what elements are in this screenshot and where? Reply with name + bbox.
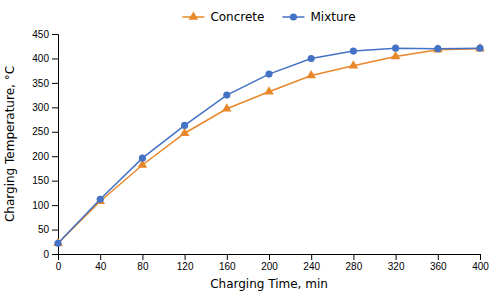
- marker: [433, 44, 443, 52]
- chart: 0 40 80 120 160 200 240 280 320 360 400 0 50 100 150 20…: [0, 0, 500, 296]
- x-axis-title: Charging Time, min: [210, 277, 328, 291]
- tick-mark: [438, 254, 439, 260]
- tick-mark: [52, 58, 58, 59]
- axis-line: [59, 255, 481, 261]
- tick: 400: [32, 53, 58, 64]
- marker: [265, 71, 272, 78]
- tick-label: 0: [56, 261, 62, 272]
- legend-item: Mixture: [282, 10, 355, 24]
- tick-mark: [480, 254, 481, 260]
- tick: 150: [32, 175, 58, 186]
- x-axis: 0 40 80 120 160 200 240 280 320 360 400: [56, 254, 490, 272]
- tick-label: 360: [430, 261, 447, 272]
- marker: [223, 92, 230, 99]
- tick: 80: [137, 254, 149, 272]
- tick-mark: [52, 34, 58, 35]
- tick-mark: [311, 254, 312, 260]
- plot-area: 0 40 80 120 160 200 240 280 320 360 400 0 50 100 150 20…: [32, 29, 489, 272]
- series-line: [58, 48, 480, 243]
- tick-label: 350: [32, 78, 49, 89]
- tick-mark: [100, 254, 101, 260]
- tick: 300: [32, 102, 58, 113]
- tick: 240: [303, 254, 320, 272]
- marker: [475, 43, 485, 51]
- tick: 120: [177, 254, 194, 272]
- tick: 280: [346, 254, 363, 272]
- tick-label: 150: [32, 175, 49, 186]
- tick: 350: [32, 78, 58, 89]
- tick-label: 400: [32, 53, 49, 64]
- tick-mark: [52, 107, 58, 108]
- legend-item: Concrete: [182, 10, 264, 24]
- marker: [97, 196, 104, 203]
- tick-mark: [269, 254, 270, 260]
- tick: 320: [388, 254, 405, 272]
- marker: [306, 70, 316, 78]
- tick-label: 120: [177, 261, 194, 272]
- tick-label: 200: [32, 151, 49, 162]
- marker: [54, 240, 61, 247]
- tick: 0: [43, 249, 58, 260]
- tick-mark: [396, 254, 397, 260]
- tick-label: 240: [303, 261, 320, 272]
- tick-mark: [185, 254, 186, 260]
- tick-mark: [52, 181, 58, 182]
- tick-label: 300: [32, 102, 49, 113]
- marker: [139, 155, 146, 162]
- marker: [264, 86, 274, 94]
- tick-label: 450: [32, 29, 49, 40]
- tick-label: 400: [472, 261, 489, 272]
- tick-label: 50: [38, 224, 50, 235]
- tick-mark: [52, 156, 58, 157]
- tick-label: 40: [95, 261, 107, 272]
- marker: [434, 45, 441, 52]
- tick: 250: [32, 126, 58, 137]
- tick-label: 280: [346, 261, 363, 272]
- tick: 160: [219, 254, 236, 272]
- tick: 360: [430, 254, 447, 272]
- tick: 450: [32, 29, 58, 40]
- tick-label: 200: [261, 261, 278, 272]
- marker: [391, 51, 401, 59]
- series-line: [58, 49, 480, 244]
- tick: 200: [261, 254, 278, 272]
- tick-label: 320: [388, 261, 405, 272]
- tick-mark: [52, 205, 58, 206]
- legend: Concrete Mixture: [182, 10, 355, 24]
- marker: [222, 103, 232, 111]
- tick-label: 80: [137, 261, 149, 272]
- marker: [349, 60, 359, 68]
- tick: 400: [472, 254, 489, 272]
- marker: [181, 122, 188, 129]
- tick-mark: [52, 254, 58, 255]
- tick-mark: [353, 254, 354, 260]
- tick: 40: [95, 254, 107, 272]
- tick-mark: [52, 132, 58, 133]
- legend-marker: [290, 13, 297, 20]
- legend-label: Concrete: [210, 10, 264, 24]
- marker: [476, 45, 483, 52]
- tick-label: 100: [32, 200, 49, 211]
- series-group: [53, 43, 485, 247]
- tick-mark: [227, 254, 228, 260]
- y-axis: 0 50 100 150 200 250 300 350 400 450: [32, 29, 58, 260]
- tick-mark: [52, 230, 58, 231]
- tick: 100: [32, 200, 58, 211]
- axis-line: [52, 35, 59, 255]
- tick-label: 160: [219, 261, 236, 272]
- marker: [308, 55, 315, 62]
- legend-label: Mixture: [310, 10, 355, 24]
- tick-mark: [142, 254, 143, 260]
- tick-label: 250: [32, 126, 49, 137]
- tick: 200: [32, 151, 58, 162]
- legend-marker: [189, 11, 199, 19]
- y-axis-title: Charging Temperature, °C: [3, 66, 17, 222]
- tick: 0: [56, 254, 62, 272]
- tick-label: 0: [43, 249, 49, 260]
- tick-mark: [52, 83, 58, 84]
- marker: [392, 45, 399, 52]
- marker: [350, 48, 357, 55]
- tick: 50: [38, 224, 58, 235]
